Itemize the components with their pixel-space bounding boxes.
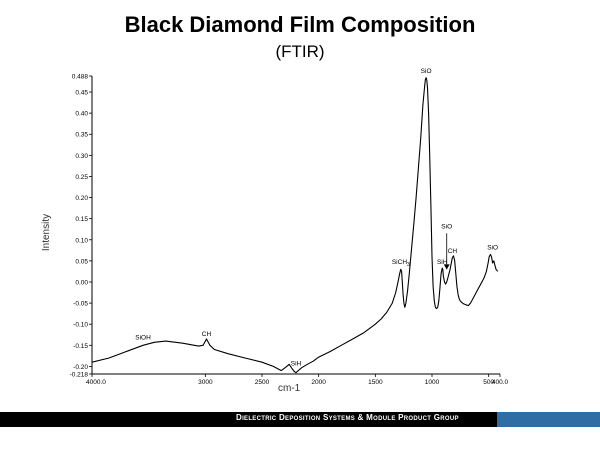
chart-subtitle: (FTIR)	[275, 42, 325, 61]
x-tick-label: 500	[483, 379, 494, 386]
y-tick-label: 0.25	[75, 174, 88, 181]
annotation-label: SiO	[441, 223, 452, 230]
x-tick-label: 3000	[198, 379, 213, 386]
peak-annotation: SiOH	[135, 334, 151, 341]
x-tick-label: 2500	[255, 379, 270, 386]
y-tick-label: 0.10	[75, 237, 88, 244]
annotation-label: SiH	[437, 259, 448, 266]
y-tick-label: 0.45	[75, 90, 88, 97]
chart-title: Black Diamond Film Composition	[124, 12, 476, 37]
annotation-label: SiH	[291, 361, 302, 368]
x-tick-label: 1000	[425, 379, 440, 386]
y-tick-label: 0.15	[75, 216, 88, 223]
peak-annotation: SiO	[487, 244, 498, 251]
x-axis-label: cm-1	[278, 383, 301, 394]
y-tick-label: -0.15	[73, 343, 88, 350]
y-tick-label: 0.00	[75, 279, 88, 286]
y-tick-label: 0.30	[75, 153, 88, 160]
y-tick-label: 0.35	[75, 132, 88, 139]
x-tick-label: 1500	[368, 379, 383, 386]
annotation-label: CH	[202, 331, 212, 338]
y-tick-label: -0.10	[73, 322, 88, 329]
peak-annotation: CH	[202, 331, 212, 338]
y-tick-label: 0.20	[75, 195, 88, 202]
peak-annotation: SiO	[421, 68, 432, 75]
y-tick-label: -0.20	[73, 364, 88, 371]
footer-accent-bar	[497, 412, 600, 427]
y-tick-label: -0.05	[73, 301, 88, 308]
annotation-label: CH	[448, 248, 458, 255]
spectrum-line	[91, 77, 499, 374]
ftir-spectrum-chart: 0.488 0.45 0.40 0.35 0.30 0.25 0.20 0.15 0.10 0.0…	[70, 68, 509, 386]
annotation-arrow	[443, 264, 450, 270]
y-tick-label: 0.05	[75, 258, 88, 265]
peak-annotation: SiH	[291, 361, 302, 368]
peak-annotation: SiO	[441, 223, 452, 270]
x-tick-label: 400.0	[492, 379, 509, 386]
annotation-label: SiO	[421, 68, 432, 75]
x-tick-label: 2000	[311, 379, 326, 386]
y-axis-label: Intensity	[41, 213, 53, 252]
annotation-label: SiO	[487, 244, 498, 251]
footer-text: Dielectric Deposition Systems & Module P…	[236, 413, 459, 422]
peak-annotation: SiCH3	[392, 259, 410, 268]
annotation-label: SiCH3	[392, 259, 410, 268]
x-tick-label: 4000.0	[86, 379, 106, 386]
y-tick-label: 0.488	[72, 74, 89, 81]
footer-bar	[0, 412, 600, 427]
y-tick-label: -0.218	[70, 372, 89, 379]
annotation-label: SiOH	[135, 334, 151, 341]
peak-annotation: SiH	[437, 259, 448, 266]
y-tick-label: 0.40	[75, 111, 88, 118]
peak-annotation: CH	[448, 248, 458, 255]
